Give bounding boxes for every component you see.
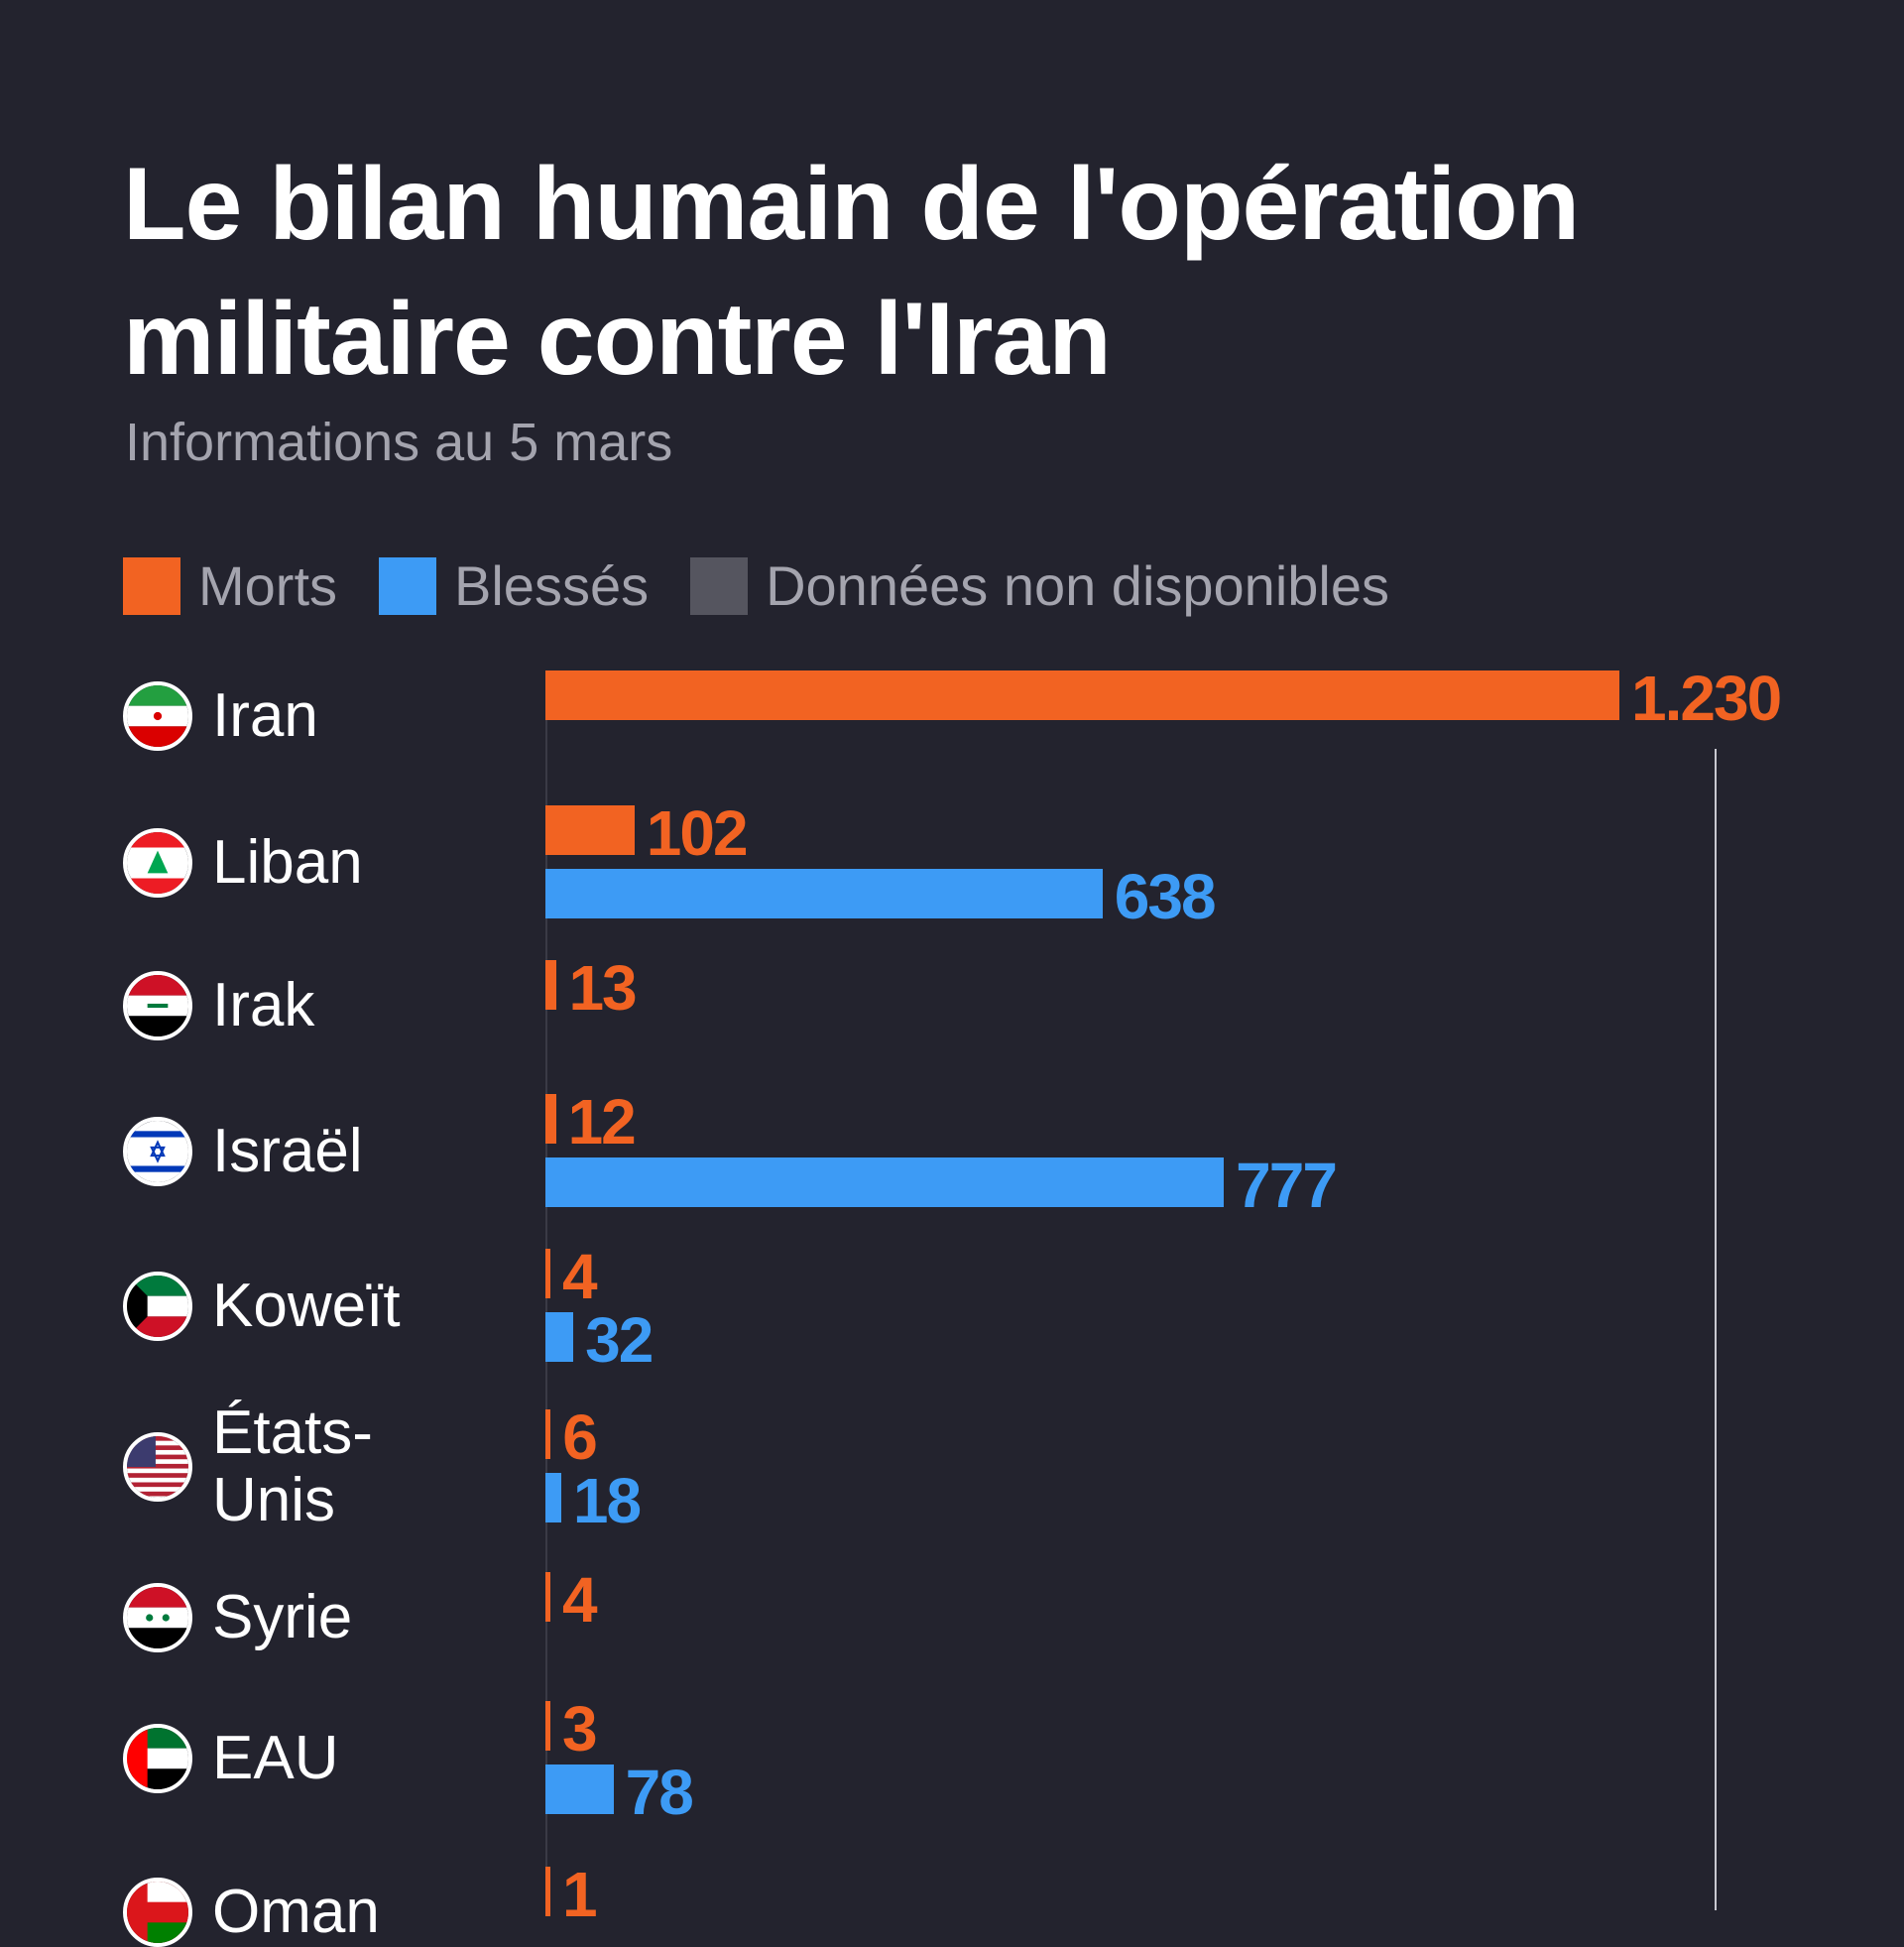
category-label: Liban <box>212 828 363 897</box>
blesses-bar <box>545 1764 614 1814</box>
legend-swatch-blesses <box>379 556 436 615</box>
legend-label: Morts <box>198 554 337 617</box>
legend-label: Blessés <box>454 554 650 617</box>
blesses-value-label: 777 <box>1236 1150 1338 1221</box>
legend-item-blesses: Blessés <box>379 553 649 618</box>
category-label: Koweït <box>212 1272 401 1340</box>
blesses-bar <box>545 1157 1225 1207</box>
category-label: EAU <box>212 1724 339 1792</box>
morts-value-label: 12 <box>567 1086 637 1157</box>
syria-flag-icon <box>123 1583 192 1652</box>
morts-bar <box>545 960 557 1010</box>
legend-label: Données non disponibles <box>766 554 1389 617</box>
country-label: Oman <box>123 1878 380 1947</box>
category-label: Israël <box>212 1117 363 1185</box>
morts-bar <box>545 1094 556 1144</box>
chart-title: Le bilan humain de l'opération militaire… <box>123 147 1580 397</box>
blesses-value-label: 18 <box>572 1465 642 1536</box>
lebanon-flag-icon <box>123 828 192 898</box>
morts-bar <box>545 805 635 855</box>
kuwait-flag-icon <box>123 1272 192 1341</box>
legend-item-morts: Morts <box>123 553 337 618</box>
iraq-flag-icon <box>123 971 192 1040</box>
country-label: Iran <box>123 681 318 751</box>
category-label: Irak <box>212 971 315 1039</box>
country-label: États- Unis <box>123 1399 411 1534</box>
morts-value-label: 102 <box>646 797 749 869</box>
morts-value-label: 1 <box>562 1859 598 1930</box>
legend-swatch-morts <box>123 556 180 615</box>
morts-bar <box>545 1867 550 1916</box>
category-label: États- Unis <box>212 1399 373 1534</box>
oman-flag-icon <box>123 1878 192 1947</box>
morts-bar <box>545 1701 550 1751</box>
country-label: Syrie <box>123 1583 352 1652</box>
morts-value-label: 13 <box>568 952 637 1024</box>
chart-subtitle: Informations au 5 mars <box>125 413 673 472</box>
reference-line <box>1715 749 1717 1910</box>
country-label: EAU <box>123 1724 338 1793</box>
blesses-value-label: 78 <box>625 1757 694 1828</box>
blesses-value-label: 638 <box>1114 861 1217 932</box>
iran-flag-icon <box>123 681 192 751</box>
morts-bar <box>545 670 1619 720</box>
legend-item-na: Données non disponibles <box>690 553 1389 618</box>
israel-flag-icon <box>123 1117 192 1186</box>
country-label: Israël <box>123 1117 363 1186</box>
blesses-bar <box>545 1473 561 1522</box>
country-label: Koweït <box>123 1272 401 1341</box>
morts-bar <box>545 1249 550 1298</box>
category-label: Iran <box>212 681 318 750</box>
category-label: Syrie <box>212 1583 353 1651</box>
legend: Morts Blessés Données non disponibles <box>123 553 1431 618</box>
country-label: Irak <box>123 971 314 1040</box>
morts-bar <box>545 1572 550 1622</box>
morts-value-label: 6 <box>562 1401 598 1473</box>
morts-value-label: 4 <box>562 1564 598 1636</box>
blesses-bar <box>545 1312 574 1362</box>
blesses-bar <box>545 869 1103 918</box>
usa-flag-icon <box>123 1432 192 1502</box>
blesses-value-label: 32 <box>585 1304 654 1376</box>
country-label: Liban <box>123 828 363 898</box>
morts-bar <box>545 1409 551 1459</box>
uae-flag-icon <box>123 1724 192 1793</box>
morts-value-label: 4 <box>562 1241 598 1312</box>
morts-value-label: 1.230 <box>1631 663 1782 734</box>
baseline-axis <box>545 694 547 1910</box>
morts-value-label: 3 <box>562 1693 598 1764</box>
legend-swatch-na <box>690 556 749 615</box>
category-label: Oman <box>212 1878 380 1946</box>
